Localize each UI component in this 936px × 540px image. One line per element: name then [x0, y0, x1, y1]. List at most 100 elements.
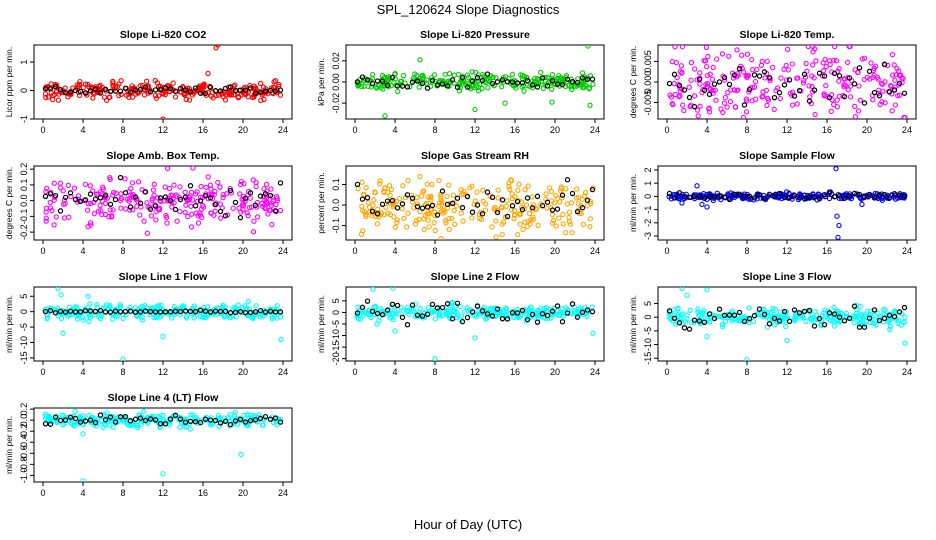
data-point	[759, 58, 765, 65]
data-point	[847, 193, 854, 200]
data-point	[458, 313, 465, 319]
hourly-point	[152, 203, 159, 209]
hourly-point	[237, 214, 244, 221]
hourly-point	[726, 196, 733, 203]
data-point	[566, 209, 573, 215]
data-point	[489, 74, 496, 81]
hourly-point	[192, 308, 199, 315]
data-point	[380, 86, 386, 92]
panel-8: Slope Line 2 Flow 0 4 8 12 16 20 24 -20-15-10-5 0…	[316, 271, 605, 377]
data-point	[189, 197, 196, 203]
hourly-point	[157, 309, 164, 315]
data-point	[200, 202, 206, 209]
data-point	[876, 87, 882, 93]
hourly-point	[102, 309, 109, 315]
data-point	[797, 192, 804, 198]
data-point	[694, 77, 700, 83]
hourly-point	[681, 87, 688, 93]
data-point	[129, 193, 135, 199]
hourly-point	[42, 86, 49, 92]
hourly-point	[177, 196, 184, 203]
hourly-point	[469, 309, 476, 315]
hourly-point	[781, 194, 788, 201]
data-point	[210, 95, 216, 101]
data-point	[443, 220, 449, 226]
data-point	[759, 94, 765, 100]
hourly-point	[711, 194, 718, 200]
hourly-point	[77, 309, 84, 315]
hourly-point	[464, 314, 471, 321]
data-point	[887, 326, 893, 333]
y-tick-label: 0.0	[19, 194, 29, 207]
data-point	[845, 87, 851, 93]
panel-title: Slope Li-820 CO2	[120, 29, 207, 41]
data-point	[157, 424, 164, 430]
hourly-point	[781, 82, 788, 88]
data-point	[874, 74, 881, 80]
hourly-point	[257, 307, 264, 314]
hourly-point	[439, 81, 446, 87]
data-point	[98, 313, 105, 319]
data-point	[230, 205, 236, 211]
y-tick-label: 0.1	[331, 178, 341, 191]
data-point	[771, 106, 777, 112]
data-point	[543, 305, 549, 311]
data-point	[194, 198, 201, 205]
hourly-point	[182, 194, 189, 200]
hourly-point	[399, 201, 406, 207]
data-point	[896, 92, 903, 98]
data-point	[148, 213, 155, 219]
outlier-point	[835, 234, 841, 240]
data-point	[566, 83, 572, 89]
data-point	[190, 412, 196, 418]
data-point	[187, 426, 193, 432]
data-point	[151, 192, 157, 198]
data-point	[563, 186, 569, 192]
hourly-point	[741, 193, 748, 200]
data-point	[421, 226, 427, 233]
hourly-point	[127, 89, 134, 95]
data-point	[516, 181, 522, 187]
hourly-point	[272, 208, 279, 214]
data-point	[465, 74, 472, 81]
hourly-point	[816, 70, 823, 76]
data-point	[451, 72, 457, 78]
data-point	[498, 204, 505, 210]
hourly-point	[137, 86, 144, 93]
hourly-point	[479, 308, 486, 314]
data-point	[589, 304, 595, 310]
hourly-point	[207, 309, 214, 315]
data-point	[512, 211, 518, 218]
data-point	[59, 412, 65, 418]
data-point	[141, 408, 147, 414]
x-tick-label: 8	[744, 367, 749, 377]
hourly-point	[706, 311, 713, 317]
data-point	[177, 184, 183, 190]
data-point	[785, 67, 791, 73]
hourly-point	[384, 307, 391, 313]
data-point	[411, 308, 417, 315]
data-point	[271, 306, 277, 312]
data-point	[124, 196, 130, 202]
data-point	[492, 312, 498, 319]
data-point	[771, 322, 778, 328]
x-tick-label: 12	[470, 246, 480, 256]
hourly-point	[444, 83, 451, 89]
data-point	[262, 197, 268, 203]
outlier-point	[704, 333, 710, 339]
hourly-point	[127, 308, 134, 314]
data-point	[432, 316, 439, 322]
data-point	[87, 220, 94, 226]
data-point	[794, 101, 800, 107]
data-point	[831, 57, 837, 63]
data-point	[126, 196, 132, 202]
hourly-point	[454, 300, 461, 307]
plot-frame	[345, 286, 605, 362]
hourly-point	[564, 177, 571, 183]
hourly-point	[564, 310, 571, 316]
outlier-point	[549, 99, 555, 105]
hourly-point	[801, 308, 808, 315]
data-point	[186, 97, 193, 103]
y-tick-label: 1	[643, 181, 653, 186]
outlier-point	[704, 204, 710, 210]
